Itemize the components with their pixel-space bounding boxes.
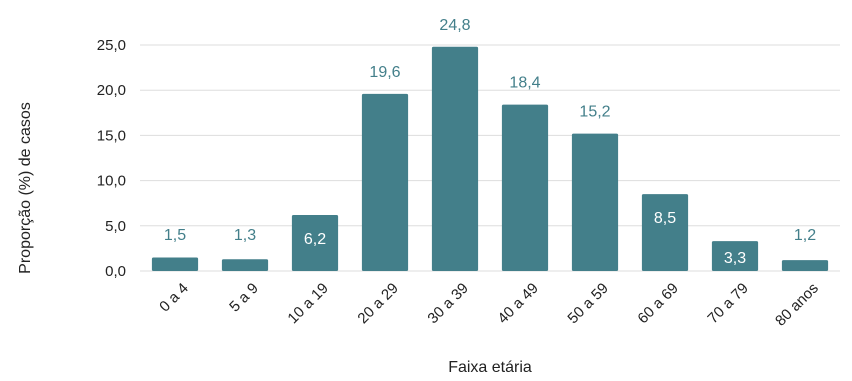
bar	[362, 94, 408, 271]
data-label: 18,4	[509, 75, 540, 92]
x-tick-label: 60 a 69	[634, 280, 681, 327]
bar	[432, 47, 478, 271]
data-label: 1,2	[794, 227, 816, 244]
bar	[222, 259, 268, 271]
y-axis-title: Proporção (%) de casos	[17, 102, 34, 274]
bar	[152, 257, 198, 271]
y-tick-label: 20,0	[97, 82, 126, 99]
data-label: 19,6	[369, 64, 400, 81]
x-axis-title: Faixa etária	[448, 359, 532, 376]
y-tick-label: 10,0	[97, 173, 126, 190]
x-tick-label: 10 a 19	[284, 280, 331, 327]
bar	[572, 134, 618, 271]
y-tick-label: 0,0	[105, 263, 126, 280]
bar	[502, 105, 548, 271]
y-tick-label: 15,0	[97, 127, 126, 144]
y-tick-label: 5,0	[105, 218, 126, 235]
x-axis-ticks: 0 a 4 5 a 9 10 a 19 20 a 29 30 a 39 40 a 49 50…	[156, 280, 822, 330]
x-tick-label: 70 a 79	[704, 280, 751, 327]
x-tick-label: 20 a 29	[354, 280, 401, 327]
data-label: 1,3	[234, 227, 256, 244]
x-tick-label: 0 a 4	[156, 280, 192, 316]
bar	[642, 194, 688, 271]
data-label: 24,8	[439, 17, 470, 34]
y-tick-label: 25,0	[97, 37, 126, 54]
data-label: 6,2	[304, 231, 326, 248]
data-label: 1,5	[164, 227, 186, 244]
x-tick-label: 80 anos	[772, 280, 822, 330]
x-tick-label: 30 a 39	[424, 280, 471, 327]
data-label: 15,2	[579, 104, 610, 121]
data-label: 8,5	[654, 210, 676, 227]
bar	[782, 260, 828, 271]
x-tick-label: 40 a 49	[494, 280, 541, 327]
y-axis-ticks: 0,0 5,0 10,0 15,0 20,0 25,0	[97, 37, 126, 280]
data-label: 3,3	[724, 250, 746, 267]
x-tick-label: 50 a 59	[564, 280, 611, 327]
data-labels: 1,5 1,3 6,2 19,6 24,8 18,4 15,2 8,5 3,3 1,2	[164, 17, 816, 267]
x-tick-label: 5 a 9	[226, 280, 262, 316]
